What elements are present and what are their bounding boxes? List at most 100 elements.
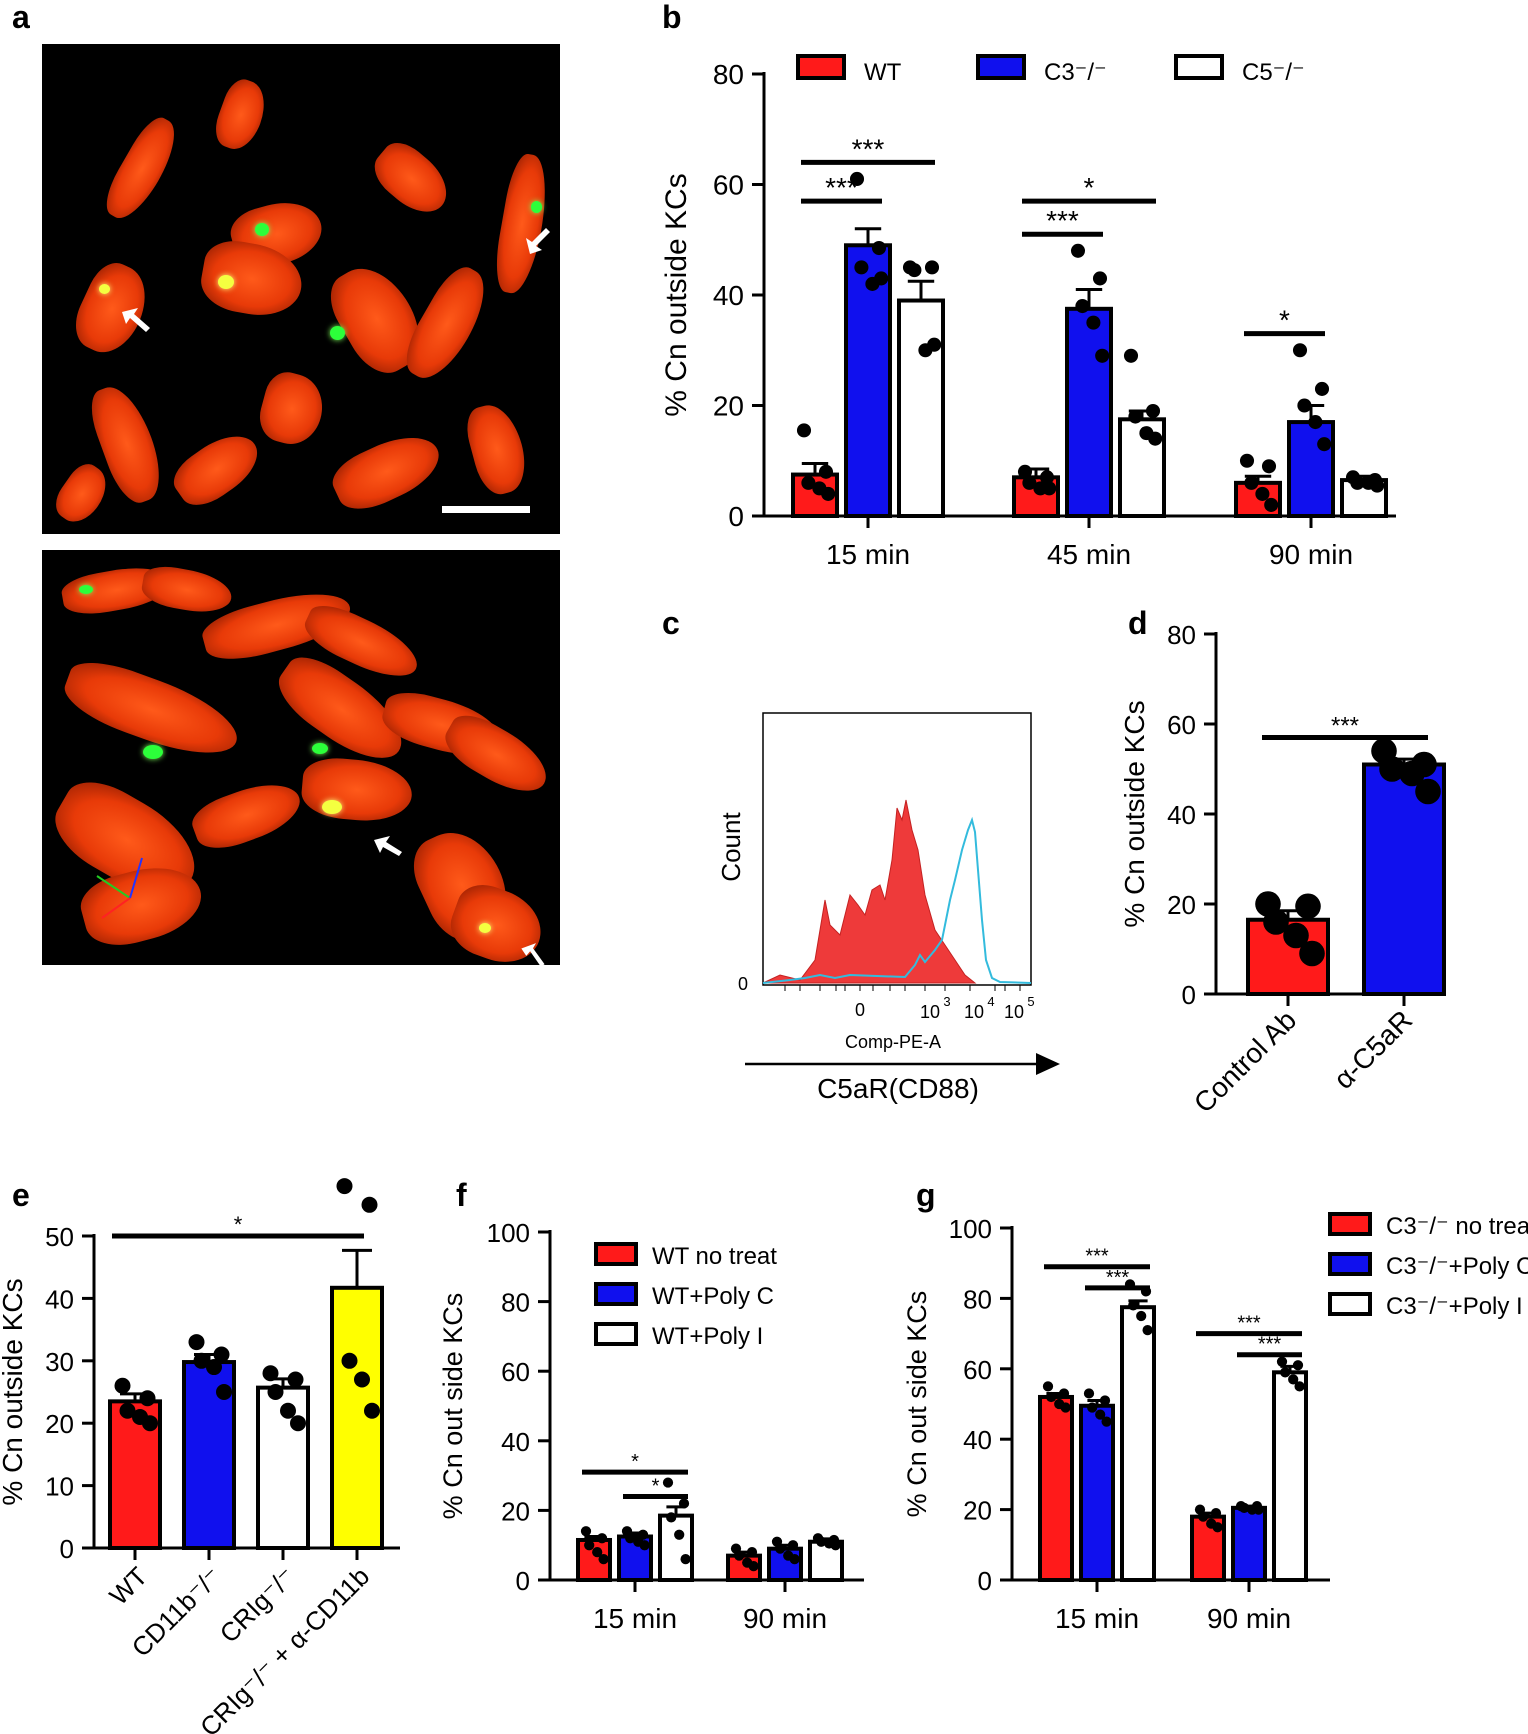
x-tick-label: Control Ab [1188,1004,1302,1118]
data-point [1294,1381,1305,1392]
data-point [927,337,942,352]
data-point [1308,415,1323,430]
data-point [871,240,887,256]
y-tick-label: 40 [1167,800,1196,830]
g-bar-1-1 [1231,1505,1267,1582]
y-tick-label: 60 [501,1357,530,1387]
data-point [1101,1416,1112,1427]
data-point [1276,1356,1288,1367]
data-point [1136,1310,1147,1322]
data-point [1083,1388,1095,1399]
histogram-x-label: Comp-PE-A [845,1032,941,1052]
bar-C5-0 [897,298,945,518]
legend-swatch [594,1282,638,1306]
x-tick-label: 90 min [1269,539,1353,570]
data-point [598,1554,609,1565]
legend-swatch [796,54,846,80]
y-tick-label: 0 [728,501,744,532]
legend-swatch [1328,1212,1372,1236]
y-tick-label: 80 [963,1284,992,1314]
arrow-head [1036,1053,1060,1075]
legend-label: C3⁻/⁻ [1044,59,1107,86]
f-bar-2-0 [658,1513,694,1582]
significance-label: *** [1237,1313,1261,1335]
data-point [639,1540,650,1551]
panel-label-c: c [662,605,680,641]
legend-label: C3⁻/⁻+Poly C [1386,1253,1528,1280]
data-point [1261,459,1277,474]
x-tick-label: 15 min [826,539,910,570]
data-point [1288,1374,1299,1385]
panel-label-g: g [916,1177,936,1213]
data-point [1128,1300,1139,1311]
data-point [1017,464,1033,479]
data-point [1210,1508,1222,1519]
g-bar-0-0 [1038,1394,1074,1582]
significance-label: *** [1331,713,1359,740]
data-point [666,1512,677,1523]
data-point [789,1554,800,1565]
data-point [748,1560,759,1572]
data-point [280,1402,296,1419]
data-point [361,1196,378,1213]
arrow-marker [374,836,402,856]
histogram-tick-exponent: 4 [987,994,994,1009]
data-point [1039,470,1055,485]
data-point [213,1346,230,1363]
y-tick-label: 100 [487,1218,530,1248]
x-tick-label: α-C5aR [1328,1004,1419,1095]
f-bar-2-1 [808,1539,844,1582]
panel-label-e: e [12,1177,30,1213]
panel-label-d: d [1128,605,1148,641]
data-point [746,1547,758,1558]
significance-label: *** [1046,205,1079,236]
significance-label: * [631,1451,639,1473]
data-point [1317,437,1332,452]
data-point [1239,453,1255,468]
y-tick-label: 0 [60,1534,74,1564]
data-point [1283,922,1309,949]
data-point [1046,1391,1057,1403]
legend-label: C3⁻/⁻ no treat [1386,1213,1528,1240]
data-point [1299,940,1325,967]
significance-label: * [234,1212,243,1237]
x-tick-label: 90 min [1207,1603,1291,1634]
data-point [584,1540,595,1551]
data-point [1070,243,1086,258]
y-tick-label: 0 [978,1566,992,1596]
histogram-c5ar-line [762,816,1032,984]
y-tick-label: 40 [963,1425,992,1455]
data-point [354,1371,370,1388]
scale-bar [442,506,530,513]
significance-label: *** [825,172,858,203]
data-point [1239,1502,1250,1513]
data-point [1087,1402,1098,1413]
legend-label: WT [864,59,902,86]
g-bar-2-1 [1272,1370,1308,1582]
x-tick-label: WT [103,1561,153,1611]
data-point [119,1402,136,1419]
data-point [580,1526,592,1537]
data-point [1198,1511,1209,1522]
histogram-tick-exponent: 5 [1027,994,1034,1009]
y-tick-label: 20 [501,1496,530,1526]
y-tick-label: 80 [1167,620,1196,650]
panel-label-f: f [456,1177,467,1213]
y-tick-label: 20 [1167,890,1196,920]
y-tick-label: 0 [1182,980,1196,1010]
y-tick-label: 60 [713,170,744,201]
y-tick-label: 20 [713,391,744,422]
y-axis-label: % Cn outside KCs [0,1278,28,1505]
y-axis-label: % Cn outside KCs [660,173,693,416]
y-tick-label: 10 [45,1472,74,1502]
data-point [596,1533,608,1544]
x-tick-label: 90 min [743,1603,827,1634]
legend-swatch [594,1242,638,1266]
arrow-marker [122,308,150,332]
data-point [801,475,816,490]
y-tick-label: 60 [963,1355,992,1385]
data-point [1042,481,1057,496]
data-point [142,1415,158,1432]
data-point [1212,1522,1223,1533]
